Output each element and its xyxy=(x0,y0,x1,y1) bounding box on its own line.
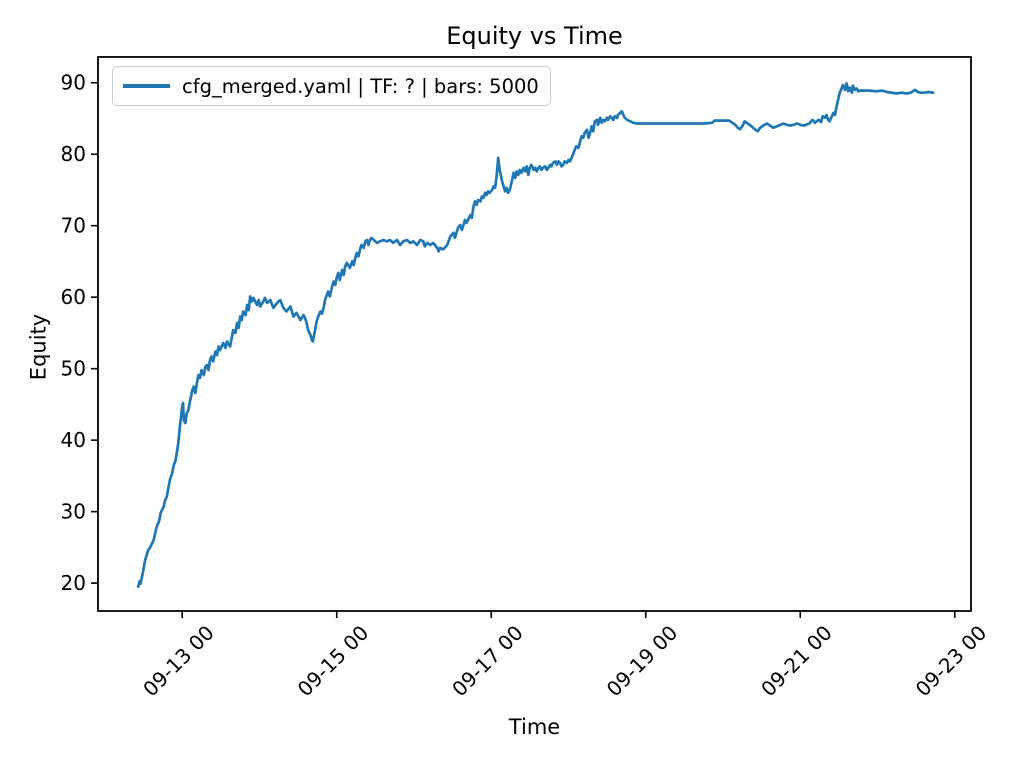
legend: cfg_merged.yaml | TF: ? | bars: 5000 xyxy=(112,66,551,106)
x-tick-label: 09-23 00 xyxy=(911,621,992,702)
y-tick-label: 30 xyxy=(61,500,86,524)
y-axis-label: Equity xyxy=(26,313,51,381)
x-tick-label: 09-13 00 xyxy=(138,621,219,702)
x-tick-label: 09-15 00 xyxy=(293,621,374,702)
legend-label: cfg_merged.yaml | TF: ? | bars: 5000 xyxy=(182,74,539,98)
equity-curve xyxy=(136,82,935,589)
x-tick-label: 09-17 00 xyxy=(447,621,528,702)
y-tick-label: 50 xyxy=(61,357,86,381)
y-tick-label: 80 xyxy=(61,142,86,166)
y-tick-label: 20 xyxy=(61,571,86,595)
legend-line-swatch xyxy=(123,84,170,88)
axes-frame xyxy=(97,56,972,612)
x-tick-label: 09-19 00 xyxy=(602,621,683,702)
chart-title: Equity vs Time xyxy=(446,22,623,50)
x-tick-label: 09-21 00 xyxy=(756,621,837,702)
x-axis-label: Time xyxy=(508,715,561,739)
y-tick-label: 70 xyxy=(61,214,86,238)
y-tick-label: 60 xyxy=(61,285,86,309)
y-tick-label: 40 xyxy=(61,428,86,452)
y-tick-label: 90 xyxy=(61,71,86,95)
